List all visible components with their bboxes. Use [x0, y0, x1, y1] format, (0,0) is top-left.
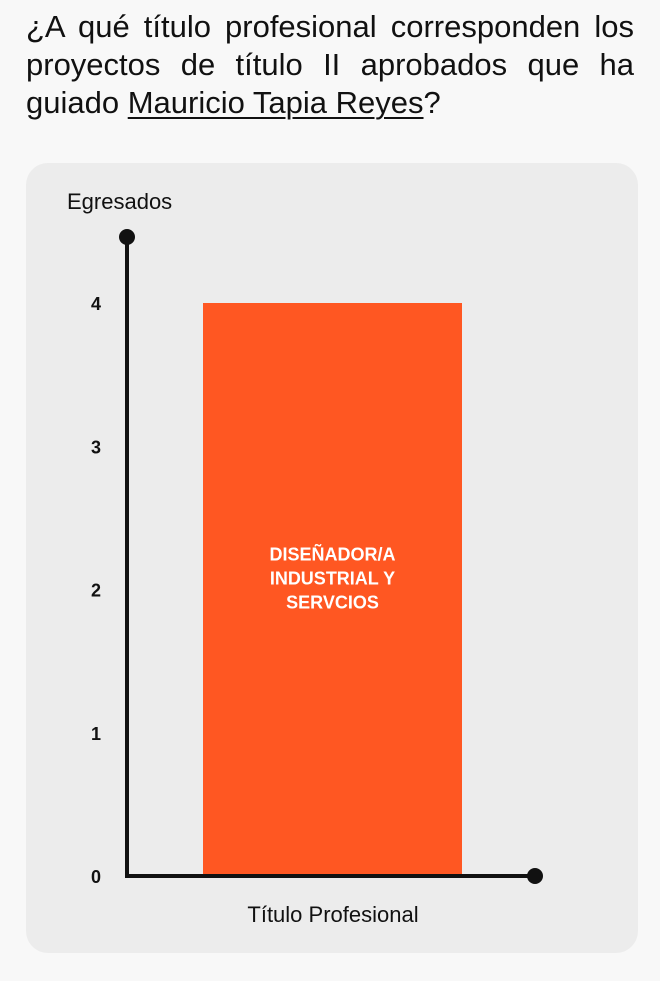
chart-card: Egresados DISEÑADOR/A INDUSTRIAL Y SERVCIO… [26, 163, 638, 953]
bar-label-line: INDUSTRIAL Y [270, 569, 395, 589]
y-tick-label: 3 [91, 437, 101, 457]
y-tick-label: 0 [91, 867, 101, 887]
x-axis-endpoint [527, 868, 543, 884]
y-tick-label: 2 [91, 581, 101, 601]
y-tick-label: 4 [91, 294, 101, 314]
y-tick-label: 1 [91, 724, 101, 744]
bar-label-line: DISEÑADOR/A [269, 544, 395, 565]
bars-layer: DISEÑADOR/A INDUSTRIAL Y SERVCIOS [203, 303, 462, 874]
question-text: ¿A qué título profesional corresponden l… [26, 8, 634, 122]
y-ticks: 0 1 2 3 4 [91, 294, 101, 887]
bar-label-line: SERVCIOS [286, 593, 379, 613]
question-prefix: ¿A qué título profesional corresponden l… [26, 9, 634, 120]
bar-chart: Egresados DISEÑADOR/A INDUSTRIAL Y SERVCIO… [67, 189, 543, 927]
x-axis-title: Título Profesional [247, 902, 418, 927]
bar-label: DISEÑADOR/A INDUSTRIAL Y SERVCIOS [269, 544, 395, 613]
advisor-link[interactable]: Mauricio Tapia Reyes [127, 85, 424, 120]
question-suffix: ? [423, 85, 441, 120]
y-axis-title: Egresados [67, 189, 172, 214]
bar[interactable] [203, 303, 462, 874]
y-axis-endpoint [119, 229, 135, 245]
